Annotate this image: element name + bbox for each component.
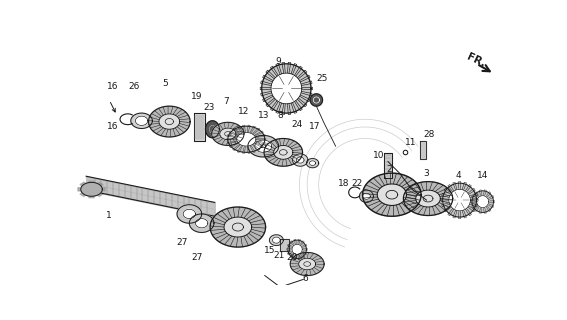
Polygon shape	[443, 183, 476, 217]
Polygon shape	[91, 188, 105, 191]
Polygon shape	[224, 217, 252, 237]
Polygon shape	[477, 196, 489, 208]
Polygon shape	[273, 237, 280, 243]
Polygon shape	[136, 116, 148, 125]
Polygon shape	[81, 182, 102, 196]
Polygon shape	[89, 181, 94, 189]
Text: 16: 16	[107, 82, 119, 91]
Polygon shape	[274, 145, 293, 159]
Polygon shape	[362, 173, 421, 216]
Polygon shape	[271, 73, 302, 104]
Polygon shape	[91, 182, 103, 189]
Polygon shape	[78, 188, 91, 191]
Polygon shape	[228, 126, 265, 152]
Polygon shape	[189, 214, 214, 232]
Polygon shape	[310, 94, 323, 106]
Text: 12: 12	[238, 107, 249, 116]
Text: 16: 16	[107, 123, 119, 132]
Text: 7: 7	[223, 97, 229, 106]
Text: FR.: FR.	[465, 51, 487, 68]
Polygon shape	[264, 139, 303, 166]
Polygon shape	[288, 240, 306, 259]
Text: 14: 14	[477, 171, 488, 180]
Polygon shape	[293, 154, 308, 166]
Polygon shape	[299, 258, 316, 270]
Text: 11: 11	[405, 138, 417, 147]
Polygon shape	[205, 121, 219, 138]
Polygon shape	[210, 207, 265, 247]
Text: 10: 10	[373, 151, 384, 160]
Text: 5: 5	[162, 78, 168, 88]
Text: 19: 19	[191, 92, 203, 101]
Polygon shape	[310, 161, 316, 165]
Polygon shape	[91, 189, 103, 196]
Text: 4: 4	[456, 171, 462, 180]
Polygon shape	[416, 190, 441, 207]
Text: 22: 22	[352, 179, 363, 188]
Text: 26: 26	[128, 82, 139, 91]
Text: 2: 2	[387, 165, 392, 174]
Text: 25: 25	[317, 74, 328, 83]
Text: 8: 8	[277, 111, 283, 120]
Polygon shape	[290, 252, 324, 276]
Polygon shape	[220, 128, 236, 140]
Polygon shape	[262, 64, 311, 113]
Text: 21: 21	[273, 251, 284, 260]
Polygon shape	[196, 219, 208, 228]
Polygon shape	[194, 113, 205, 141]
Text: 1: 1	[107, 211, 112, 220]
Text: 27: 27	[191, 253, 203, 262]
Polygon shape	[159, 114, 180, 129]
Polygon shape	[80, 182, 91, 189]
Polygon shape	[292, 244, 302, 254]
Polygon shape	[80, 189, 91, 196]
Polygon shape	[177, 205, 202, 223]
Text: 20: 20	[286, 253, 298, 262]
Text: 9: 9	[276, 57, 282, 66]
Text: 3: 3	[424, 169, 429, 178]
Polygon shape	[449, 189, 471, 211]
Polygon shape	[362, 193, 370, 199]
Polygon shape	[403, 182, 452, 215]
Polygon shape	[280, 239, 289, 251]
Text: 28: 28	[423, 130, 434, 139]
Polygon shape	[359, 190, 373, 203]
Polygon shape	[306, 158, 319, 168]
Polygon shape	[420, 141, 426, 159]
Text: 18: 18	[337, 179, 349, 188]
Polygon shape	[183, 209, 196, 219]
Text: 24: 24	[291, 120, 303, 129]
Text: 6: 6	[303, 274, 308, 283]
Polygon shape	[269, 235, 284, 245]
Polygon shape	[248, 135, 278, 157]
Polygon shape	[131, 113, 153, 129]
Polygon shape	[149, 106, 190, 137]
Text: 13: 13	[257, 111, 269, 120]
Text: 23: 23	[204, 103, 215, 112]
Polygon shape	[211, 122, 244, 145]
Polygon shape	[384, 153, 392, 178]
Polygon shape	[377, 184, 407, 205]
Polygon shape	[472, 191, 493, 212]
Text: 15: 15	[264, 246, 275, 255]
Text: 17: 17	[309, 123, 320, 132]
Polygon shape	[255, 140, 272, 152]
Polygon shape	[236, 132, 256, 146]
Polygon shape	[297, 157, 304, 163]
Text: 27: 27	[177, 238, 188, 247]
Polygon shape	[89, 189, 94, 198]
